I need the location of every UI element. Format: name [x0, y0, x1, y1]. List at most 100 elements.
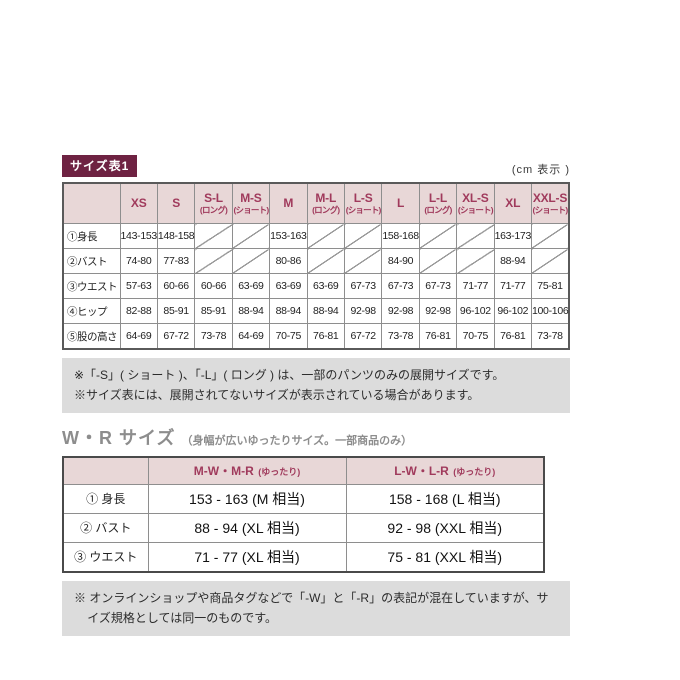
wr-size-subtitle: （身幅が広いゆったりサイズ。一部商品のみ） — [181, 434, 413, 447]
wr-size-heading: W・R サイズ （身幅が広いゆったりサイズ。一部商品のみ） — [62, 424, 570, 450]
col-sublabel: (ショート) — [457, 205, 494, 216]
note-box-wr: ※ オンラインショップや商品タグなどで「-W」と「-R」の表記が混在していますが… — [62, 580, 570, 636]
col-header-l-s: L-S (ショート) — [343, 182, 383, 224]
size-value-cell: 57-63 — [119, 273, 158, 299]
size-value-cell: 80-86 — [269, 248, 308, 274]
size-value-cell: 74-80 — [119, 248, 158, 274]
empty-diagonal-cell — [231, 248, 271, 274]
row-label: ② バスト — [62, 512, 149, 543]
empty-diagonal-cell — [456, 248, 495, 274]
empty-diagonal-cell — [456, 223, 495, 249]
size-value-cell: 60-66 — [156, 273, 196, 299]
empty-diagonal-cell — [343, 248, 383, 274]
size-value-cell: 92-98 — [418, 298, 458, 324]
size-value-cell: 92 - 98 (XXL 相当) — [345, 512, 545, 543]
col-label: S — [172, 195, 181, 210]
row-label: ④ヒップ — [62, 298, 121, 324]
empty-diagonal-cell — [530, 248, 570, 274]
col-label: L-S — [353, 190, 373, 205]
row-label: ③ウエスト — [62, 273, 121, 299]
col-header-lw-lr: L-W・L-R (ゆったり) — [345, 456, 545, 485]
size-value-cell: 67-73 — [343, 273, 383, 299]
col-header-m-l: M-L (ロング) — [306, 182, 345, 224]
size-value-cell: 88-94 — [269, 298, 308, 324]
size-value-cell: 67-73 — [381, 273, 420, 299]
size-value-cell: 70-75 — [269, 323, 308, 350]
col-label: XXL-S — [532, 190, 568, 205]
col-sublabel: (ロング) — [424, 205, 452, 216]
size-value-cell: 63-69 — [269, 273, 308, 299]
size-value-cell: 88-94 — [306, 298, 345, 324]
size-value-cell: 75-81 — [530, 273, 570, 299]
wr-row-height: ① 身長 153 - 163 (M 相当) 158 - 168 (L 相当) — [62, 483, 545, 514]
size-value-cell: 63-69 — [231, 273, 271, 299]
size-value-cell: 63-69 — [306, 273, 345, 299]
size-value-cell: 64-69 — [231, 323, 271, 350]
col-label: XL-S — [462, 190, 489, 205]
row-label: ① 身長 — [62, 483, 149, 514]
empty-diagonal-cell — [418, 248, 458, 274]
col-header-xs: XS — [119, 182, 158, 224]
size-value-cell: 73-78 — [381, 323, 420, 350]
size-value-cell: 77-83 — [156, 248, 196, 274]
row-waist: ③ウエスト 57-63 60-66 60-66 63-69 63-69 63-6… — [62, 273, 570, 299]
size-value-cell: 64-69 — [119, 323, 158, 350]
wr-row-bust: ② バスト 88 - 94 (XL 相当) 92 - 98 (XXL 相当) — [62, 512, 545, 543]
size-value-cell: 73-78 — [194, 323, 233, 350]
size-chart-content: サイズ表1 (cm 表示 ) XS S S-L (ロング) M-S (ショート) M… — [62, 155, 570, 636]
col-sublabel: (ゆったり) — [453, 466, 496, 477]
size-value-cell: 96-102 — [493, 298, 532, 324]
empty-diagonal-cell — [418, 223, 458, 249]
size-value-cell: 76-81 — [493, 323, 532, 350]
col-label: S-L — [204, 190, 223, 205]
wr-table-header-row: M-W・M-R (ゆったり) L-W・L-R (ゆったり) — [62, 456, 545, 485]
size-value-cell: 153-163 — [269, 223, 308, 249]
size-value-cell: 158 - 168 (L 相当) — [345, 483, 545, 514]
row-label: ⑤股の高さ — [62, 323, 121, 350]
size-value-cell: 85-91 — [194, 298, 233, 324]
row-bust: ②バスト 74-80 77-83 80-86 84-90 88-94 — [62, 248, 570, 274]
col-label: M-W・M-R — [193, 463, 254, 478]
size-value-cell: 85-91 — [156, 298, 196, 324]
size-table-header-row: XS S S-L (ロング) M-S (ショート) M M-L (ロング) L-S (シ… — [62, 182, 570, 224]
note-line: ※ オンラインショップや商品タグなどで「-W」と「-R」の表記が混在していますが… — [74, 590, 549, 626]
size-value-cell: 71 - 77 (XL 相当) — [147, 541, 347, 573]
size-value-cell: 88-94 — [231, 298, 271, 324]
title-bar: サイズ表1 (cm 表示 ) — [62, 155, 570, 177]
empty-diagonal-cell — [306, 223, 345, 249]
size-value-cell: 76-81 — [306, 323, 345, 350]
size-chart-title-badge: サイズ表1 — [62, 155, 138, 177]
empty-diagonal-cell — [306, 248, 345, 274]
col-label: M — [283, 195, 294, 210]
size-value-cell: 71-77 — [456, 273, 495, 299]
col-header-m: M — [269, 182, 308, 224]
row-label: ②バスト — [62, 248, 121, 274]
col-label: XL — [505, 195, 521, 210]
wr-row-waist: ③ ウエスト 71 - 77 (XL 相当) 75 - 81 (XXL 相当) — [62, 541, 545, 573]
col-header-xl-s: XL-S (ショート) — [456, 182, 495, 224]
col-sublabel: (ロング) — [199, 205, 228, 216]
col-header-xxl-s: XXL-S (ショート) — [530, 182, 570, 224]
size-value-cell: 67-72 — [343, 323, 383, 350]
row-label: ③ ウエスト — [62, 541, 149, 573]
wr-size-table: M-W・M-R (ゆったり) L-W・L-R (ゆったり) ① 身長 153 -… — [62, 455, 545, 573]
col-header-mw-mr: M-W・M-R (ゆったり) — [147, 456, 347, 485]
note-line: ※サイズ表には、展開されてないサイズが表示されている場合があります。 — [74, 388, 480, 403]
size-table: XS S S-L (ロング) M-S (ショート) M M-L (ロング) L-S (シ… — [62, 182, 570, 350]
size-value-cell: 82-88 — [119, 298, 158, 324]
size-value-cell: 163-173 — [493, 223, 532, 249]
col-label: M-L — [315, 190, 337, 205]
col-header-l-l: L-L (ロング) — [418, 182, 458, 224]
col-label: L — [396, 195, 405, 210]
size-value-cell: 88-94 — [493, 248, 532, 274]
wr-size-title: W・R サイズ — [62, 427, 176, 448]
empty-diagonal-cell — [530, 223, 570, 249]
col-header-xl: XL — [493, 182, 532, 224]
row-hip: ④ヒップ 82-88 85-91 85-91 88-94 88-94 88-94… — [62, 298, 570, 324]
size-value-cell: 75 - 81 (XXL 相当) — [345, 541, 545, 573]
size-value-cell: 67-73 — [418, 273, 458, 299]
col-sublabel: (ロング) — [312, 205, 340, 216]
size-value-cell: 92-98 — [343, 298, 383, 324]
col-header-l: L — [381, 182, 420, 224]
row-height: ①身長 143-153 148-158 153-163 158-168 163-… — [62, 223, 570, 249]
